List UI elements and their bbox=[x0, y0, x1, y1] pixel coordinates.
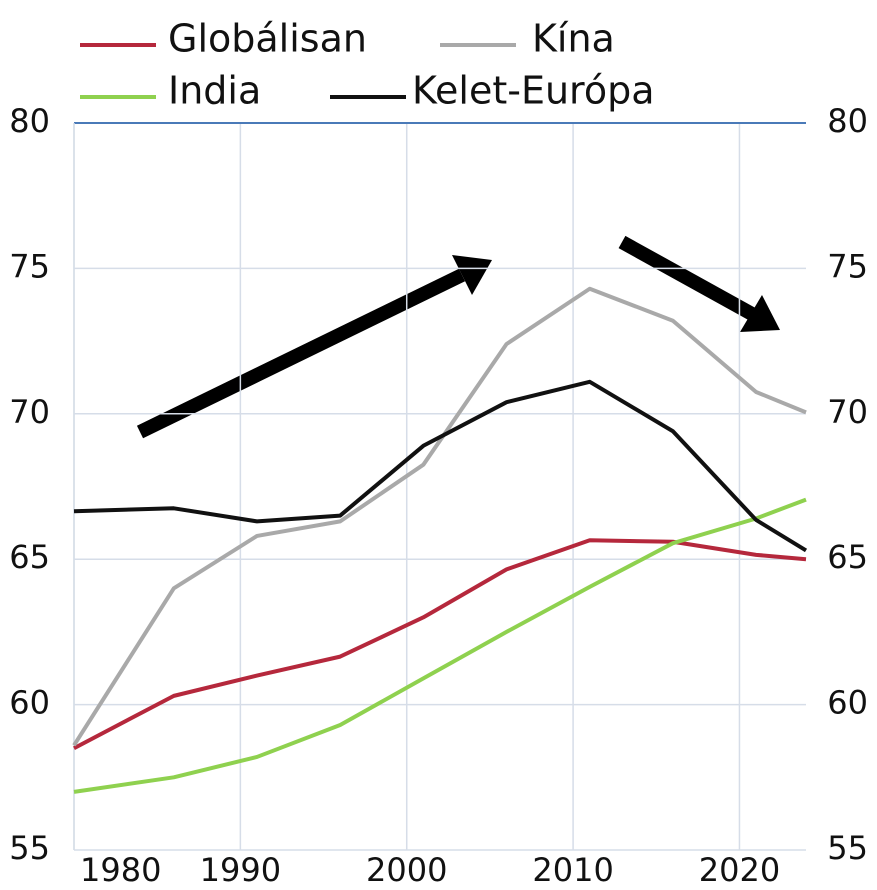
y-tick-label: 80 bbox=[9, 102, 50, 140]
legend-label: Kelet-Európa bbox=[412, 69, 655, 113]
series-line bbox=[72, 286, 807, 747]
x-tick-label: 2010 bbox=[532, 851, 613, 889]
y2-tick-label: 80 bbox=[827, 102, 868, 140]
y2-tick-label: 70 bbox=[827, 393, 868, 431]
series-line bbox=[73, 379, 808, 553]
series-line bbox=[73, 538, 807, 750]
y-tick-label: 70 bbox=[9, 393, 50, 431]
y-tick-label: 60 bbox=[9, 684, 50, 722]
y2-tick-label: 65 bbox=[827, 538, 868, 576]
trend-arrow bbox=[618, 235, 780, 332]
legend-label: India bbox=[168, 69, 261, 113]
y2-tick-label: 60 bbox=[827, 684, 868, 722]
x-tick-label: 2020 bbox=[699, 851, 780, 889]
legend-label: Globálisan bbox=[168, 17, 367, 61]
x-tick-label: 1980 bbox=[80, 851, 161, 889]
y-tick-label: 65 bbox=[9, 538, 50, 576]
y-tick-label: 75 bbox=[9, 247, 50, 285]
y2-tick-label: 75 bbox=[827, 247, 868, 285]
trend-arrow bbox=[136, 255, 492, 439]
x-tick-label: 1990 bbox=[200, 851, 281, 889]
x-tick-label: 2000 bbox=[366, 851, 447, 889]
y-tick-label: 55 bbox=[9, 829, 50, 867]
series-line bbox=[73, 497, 807, 794]
y2-tick-label: 55 bbox=[827, 829, 868, 867]
legend-label: Kína bbox=[532, 17, 615, 61]
